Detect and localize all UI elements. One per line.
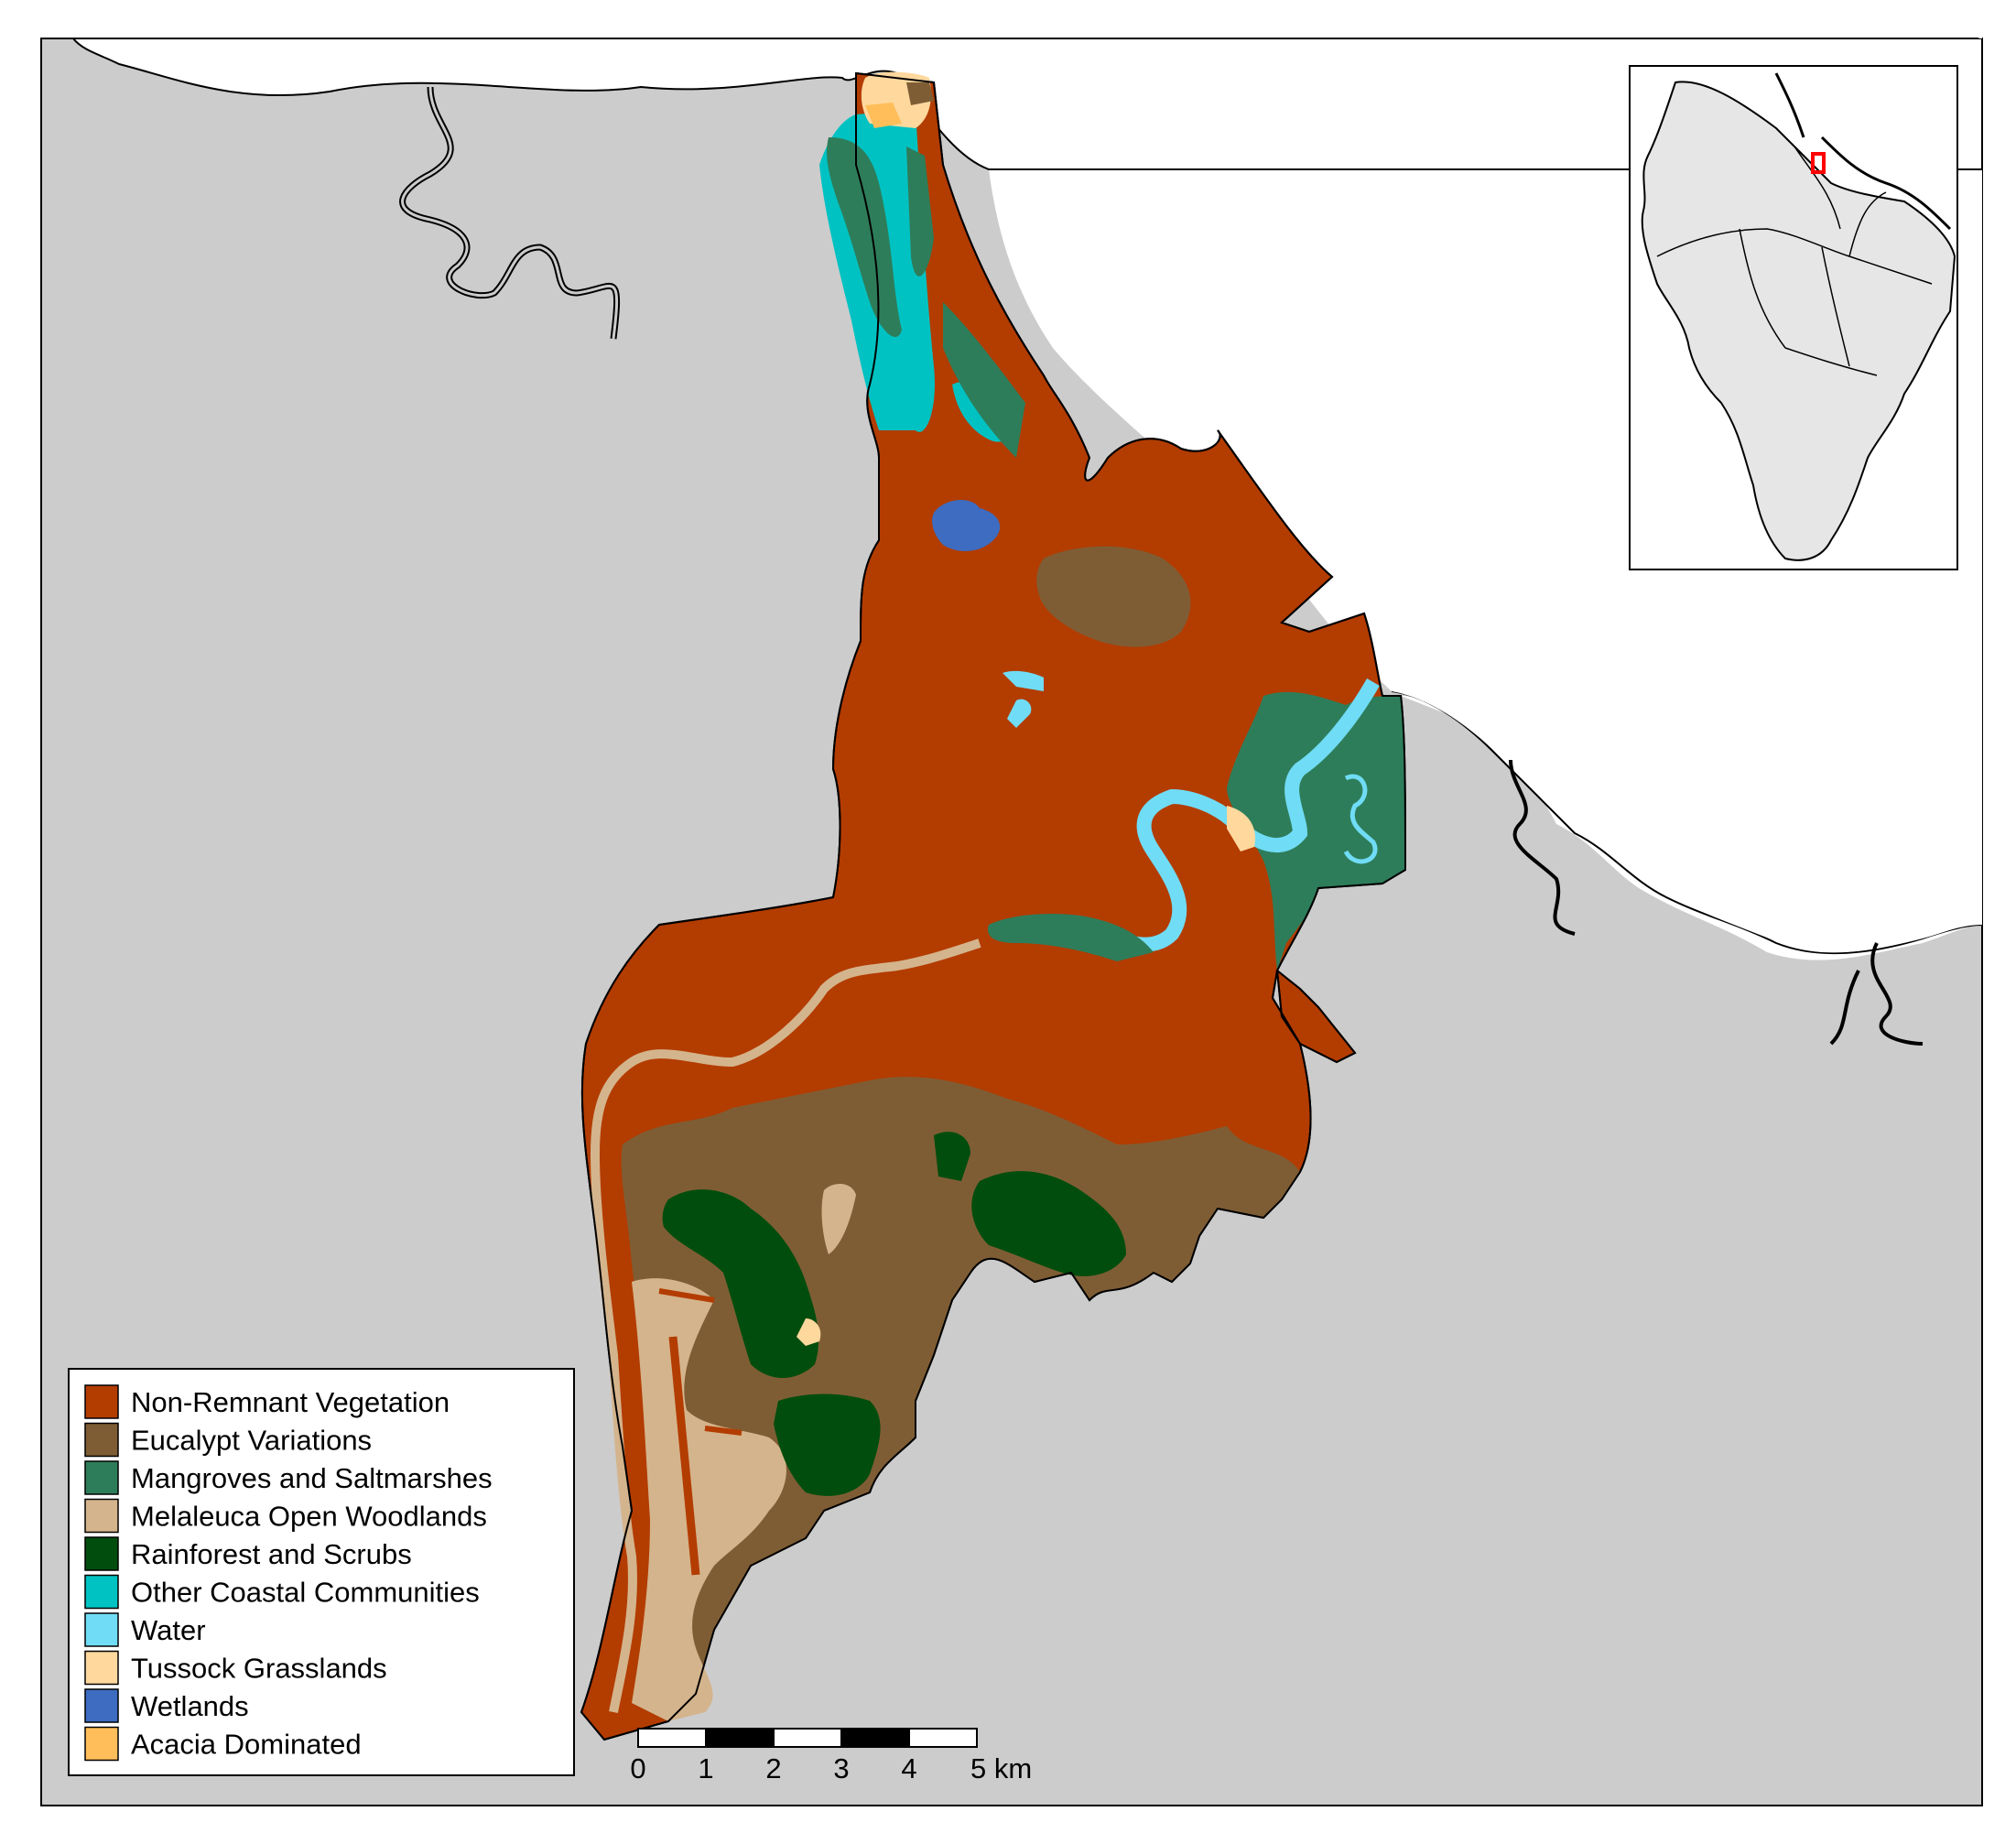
inset-map	[1629, 65, 1958, 570]
scale-label-0: 0	[630, 1752, 645, 1784]
east-river-2	[1829, 942, 1924, 1046]
study-area-outline	[580, 71, 1407, 1741]
scale-bar: 0 1 2 3 4 5 km	[630, 1728, 1032, 1784]
legend-swatch-9	[84, 1726, 119, 1762]
legend-swatch-1	[84, 1422, 119, 1458]
scale-label-2: 2	[765, 1752, 781, 1784]
scale-seg-3	[840, 1728, 910, 1748]
north-river-inner	[401, 86, 619, 340]
scale-seg-2	[773, 1728, 842, 1748]
road-spur-1	[658, 1288, 715, 1303]
legend-swatch-2	[84, 1460, 119, 1495]
scale-label-1: 1	[698, 1752, 713, 1784]
melaleuca-south	[632, 1278, 786, 1721]
melaleuca-patch	[821, 1184, 856, 1254]
rainforest-4	[934, 1132, 970, 1181]
melaleuca-road	[590, 938, 981, 1713]
eucalypt-south	[621, 1077, 1300, 1721]
legend-swatch-8	[84, 1688, 119, 1723]
road-airstrip	[668, 1336, 700, 1576]
scale-label-3: 3	[833, 1752, 849, 1784]
inset-region	[1641, 81, 1956, 561]
legend-label-9: Acacia Dominated	[131, 1729, 362, 1761]
legend-swatch-3	[84, 1498, 119, 1534]
legend-label-7: Tussock Grasslands	[131, 1653, 387, 1685]
scale-seg-1	[705, 1728, 775, 1748]
tussock-patch-2	[1227, 806, 1255, 851]
scale-seg-4	[908, 1728, 978, 1748]
legend-label-4: Rainforest and Scrubs	[131, 1538, 412, 1570]
water-small-1	[1003, 670, 1044, 728]
mangroves-east	[1227, 691, 1405, 971]
water-meander	[1343, 774, 1378, 864]
legend: Non-Remnant Vegetation Eucalypt Variation…	[68, 1368, 575, 1776]
scale-label-4: 4	[901, 1752, 916, 1784]
legend-label-3: Melaleuca Open Woodlands	[131, 1501, 487, 1533]
legend-swatch-0	[84, 1384, 119, 1419]
legend-swatch-4	[84, 1536, 119, 1571]
legend-label-8: Wetlands	[131, 1690, 249, 1722]
scale-seg-0	[637, 1728, 707, 1748]
tussock-patch-1	[797, 1318, 821, 1346]
eucalypt-central-north	[1036, 546, 1191, 647]
scale-label-5: 5 km	[970, 1752, 1032, 1784]
rainforest-3	[774, 1394, 881, 1496]
rainforest-2	[971, 1171, 1126, 1276]
inset-study-highlight	[1811, 152, 1826, 174]
eucalypt-top	[906, 82, 934, 105]
legend-swatch-6	[84, 1612, 119, 1647]
wetlands	[932, 499, 1001, 551]
legend-label-2: Mangroves and Saltmarshes	[131, 1462, 493, 1494]
legend-swatch-5	[84, 1574, 119, 1610]
inset-coast	[1774, 72, 1952, 231]
acacia-top	[865, 103, 902, 128]
rainforest-1	[662, 1189, 819, 1378]
legend-box	[68, 1368, 575, 1776]
east-coast	[1391, 690, 1983, 955]
mangroves-river-band	[988, 914, 1154, 961]
legend-label-5: Other Coastal Communities	[131, 1577, 480, 1609]
legend-swatch-7	[84, 1650, 119, 1686]
east-river-1	[1509, 759, 1576, 936]
legend-label-0: Non-Remnant Vegetation	[131, 1386, 450, 1418]
mangroves-north	[827, 137, 934, 338]
legend-label-6: Water	[131, 1614, 206, 1646]
mangroves-north-2	[943, 302, 1025, 458]
inset-boundaries	[1656, 146, 1933, 376]
legend-label-1: Eucalypt Variations	[131, 1425, 372, 1457]
road-spur-2	[704, 1426, 742, 1436]
